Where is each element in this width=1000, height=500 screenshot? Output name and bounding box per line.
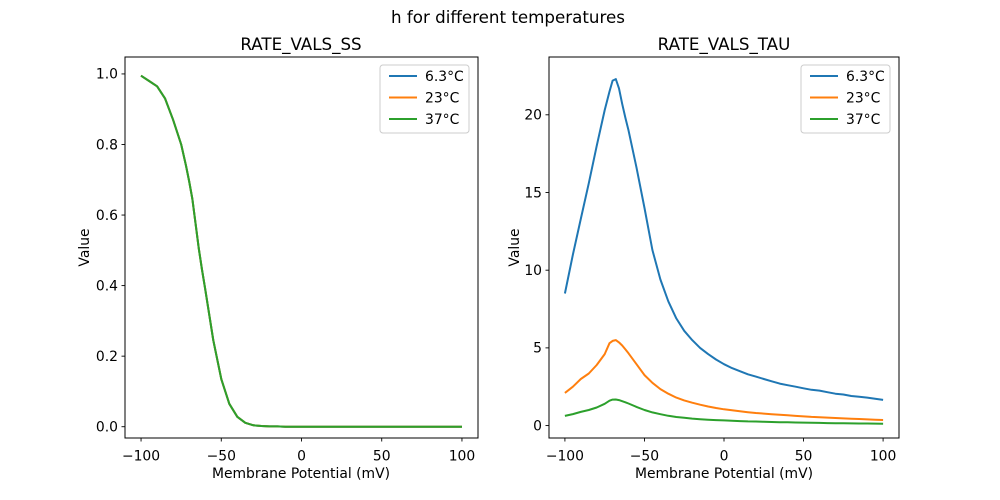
right-plot-series-line-0: [563, 78, 884, 401]
right-plot-legend-label-1: 23°C: [846, 90, 880, 106]
left-plot-title: RATE_VALS_SS: [240, 34, 361, 55]
right-plot-x-axis-label: Membrane Potential (mV): [635, 466, 813, 482]
right-plot-title: RATE_VALS_TAU: [658, 34, 791, 55]
left-plot-y-axis-label: Value: [77, 228, 93, 266]
right-plot-legend-label-2: 37°C: [846, 112, 880, 128]
left-plot-y-tick-label: 0.8: [96, 137, 118, 153]
right-plot-x-tick-label: 50: [795, 449, 813, 465]
right-plot-y-tick-label: 5: [533, 341, 542, 357]
right-plot-y-tick-label: 15: [524, 185, 542, 201]
right-plot-legend-box: [800, 64, 891, 134]
left-plot-legend-box: [379, 64, 470, 134]
left-plot-y-tick-label: 0.4: [96, 278, 118, 294]
left-plot-x-axis-label: Membrane Potential (mV): [212, 466, 390, 482]
left-plot-x-tick-label: −100: [122, 449, 160, 465]
left-plot-x-tick-label: 50: [373, 449, 391, 465]
right-plot-x-tick-label: 100: [870, 449, 897, 465]
right-plot-series-line-2: [564, 398, 884, 425]
left-plot-y-tick-label: 1.0: [96, 67, 118, 83]
figure-title: h for different temperatures: [391, 7, 625, 27]
right-plot-x-tick-label: 0: [720, 449, 729, 465]
left-plot-y-tick-label: 0.2: [96, 349, 118, 365]
right-plot-y-tick-label: 10: [524, 263, 542, 279]
left-plot-legend-label-2: 37°C: [425, 112, 459, 128]
right-plot-y-tick-label: 20: [524, 108, 542, 124]
left-plot-legend-label-1: 23°C: [425, 90, 459, 106]
right-plot-x-tick-label: −50: [630, 449, 659, 465]
left-plot-legend: 6.3°C 23°C 37°C: [379, 64, 470, 134]
left-plot-y-tick-label: 0.6: [96, 208, 118, 224]
left-plot-y-tick-label: 0.0: [96, 420, 118, 436]
right-plot-legend: 6.3°C 23°C 37°C: [800, 64, 891, 134]
right-plot-legend-label-0: 6.3°C: [846, 69, 885, 85]
left-plot-series-line-2: [140, 74, 462, 428]
left-plot-x-tick-label: 0: [297, 449, 306, 465]
right-plot-x-tick-label: −100: [546, 449, 584, 465]
left-plot-x-tick-label: −50: [207, 449, 236, 465]
right-plot-y-tick-label: 0: [533, 418, 542, 434]
right-plot-series-line-1: [564, 339, 884, 421]
right-plot-y-axis-label: Value: [507, 228, 523, 266]
left-plot-x-tick-label: 100: [449, 449, 476, 465]
left-plot-legend-label-0: 6.3°C: [425, 69, 464, 85]
